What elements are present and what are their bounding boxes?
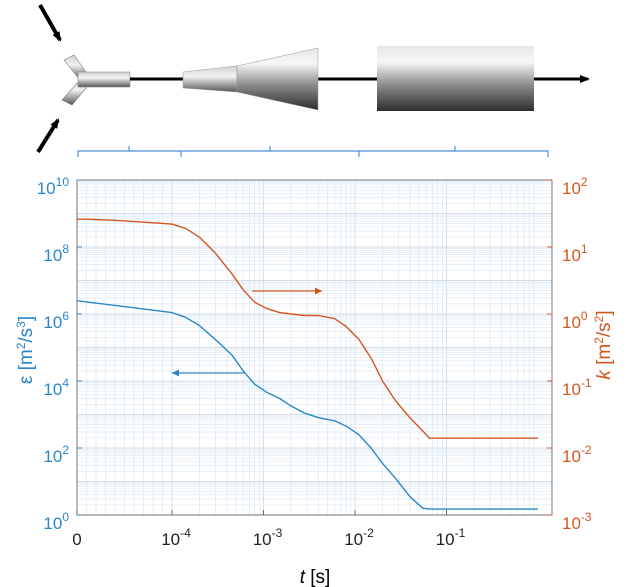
annotation-arrow-epsilon-head bbox=[172, 369, 179, 377]
flow-schematic bbox=[36, 4, 590, 154]
x-axis-label: t [s] bbox=[300, 567, 331, 587]
plot-frame bbox=[76, 179, 553, 516]
series-line-epsilon bbox=[76, 300, 538, 510]
mixing-tee bbox=[61, 54, 131, 106]
y-left-tick-label: 102 bbox=[43, 443, 69, 466]
y-right-tick-label: 102 bbox=[562, 175, 588, 198]
x-tick-label: 0 bbox=[72, 530, 81, 549]
y-left-tick-label: 106 bbox=[43, 309, 69, 332]
x-tick-label: 10-1 bbox=[436, 526, 466, 549]
section-bracket-line bbox=[77, 150, 549, 157]
series-line-k bbox=[77, 218, 538, 439]
x-tick-label: 10-3 bbox=[253, 526, 283, 549]
annotation-layer bbox=[172, 287, 322, 377]
series-layer bbox=[76, 218, 538, 510]
y-right-tick-label: 100 bbox=[562, 309, 588, 332]
diffuser bbox=[182, 47, 319, 111]
y-axis-left: 100 102 104 106 108 1010 bbox=[37, 175, 82, 533]
section-brackets bbox=[77, 146, 549, 157]
annotation-arrow-k-head bbox=[315, 287, 322, 295]
inlet-arrow-bottom bbox=[36, 118, 60, 154]
inlet-arrow-top bbox=[38, 4, 62, 42]
cylinder-section bbox=[377, 46, 534, 111]
y-right-tick-label: 101 bbox=[562, 242, 588, 265]
y-axis-right: 10-3 10-2 10-1 100 101 102 bbox=[547, 175, 592, 533]
y-left-tick-label: 1010 bbox=[37, 175, 70, 198]
y-left-tick-label: 104 bbox=[43, 376, 69, 399]
y-axis-right-label: k [m2/s2] bbox=[592, 310, 615, 379]
y-left-tick-label: 108 bbox=[43, 242, 69, 265]
x-tick-label: 10-4 bbox=[161, 526, 191, 549]
x-tick-label: 10-2 bbox=[344, 526, 374, 549]
grid bbox=[77, 180, 552, 516]
y-right-tick-label: 10-1 bbox=[562, 376, 592, 399]
y-left-tick-label: 100 bbox=[43, 510, 69, 533]
y-axis-left-label: ε [m2/s3] bbox=[14, 316, 37, 384]
y-right-tick-label: 10-3 bbox=[562, 510, 592, 533]
y-right-tick-label: 10-2 bbox=[562, 443, 592, 466]
x-axis: 0 10-4 10-3 10-2 10-1 bbox=[72, 510, 466, 549]
